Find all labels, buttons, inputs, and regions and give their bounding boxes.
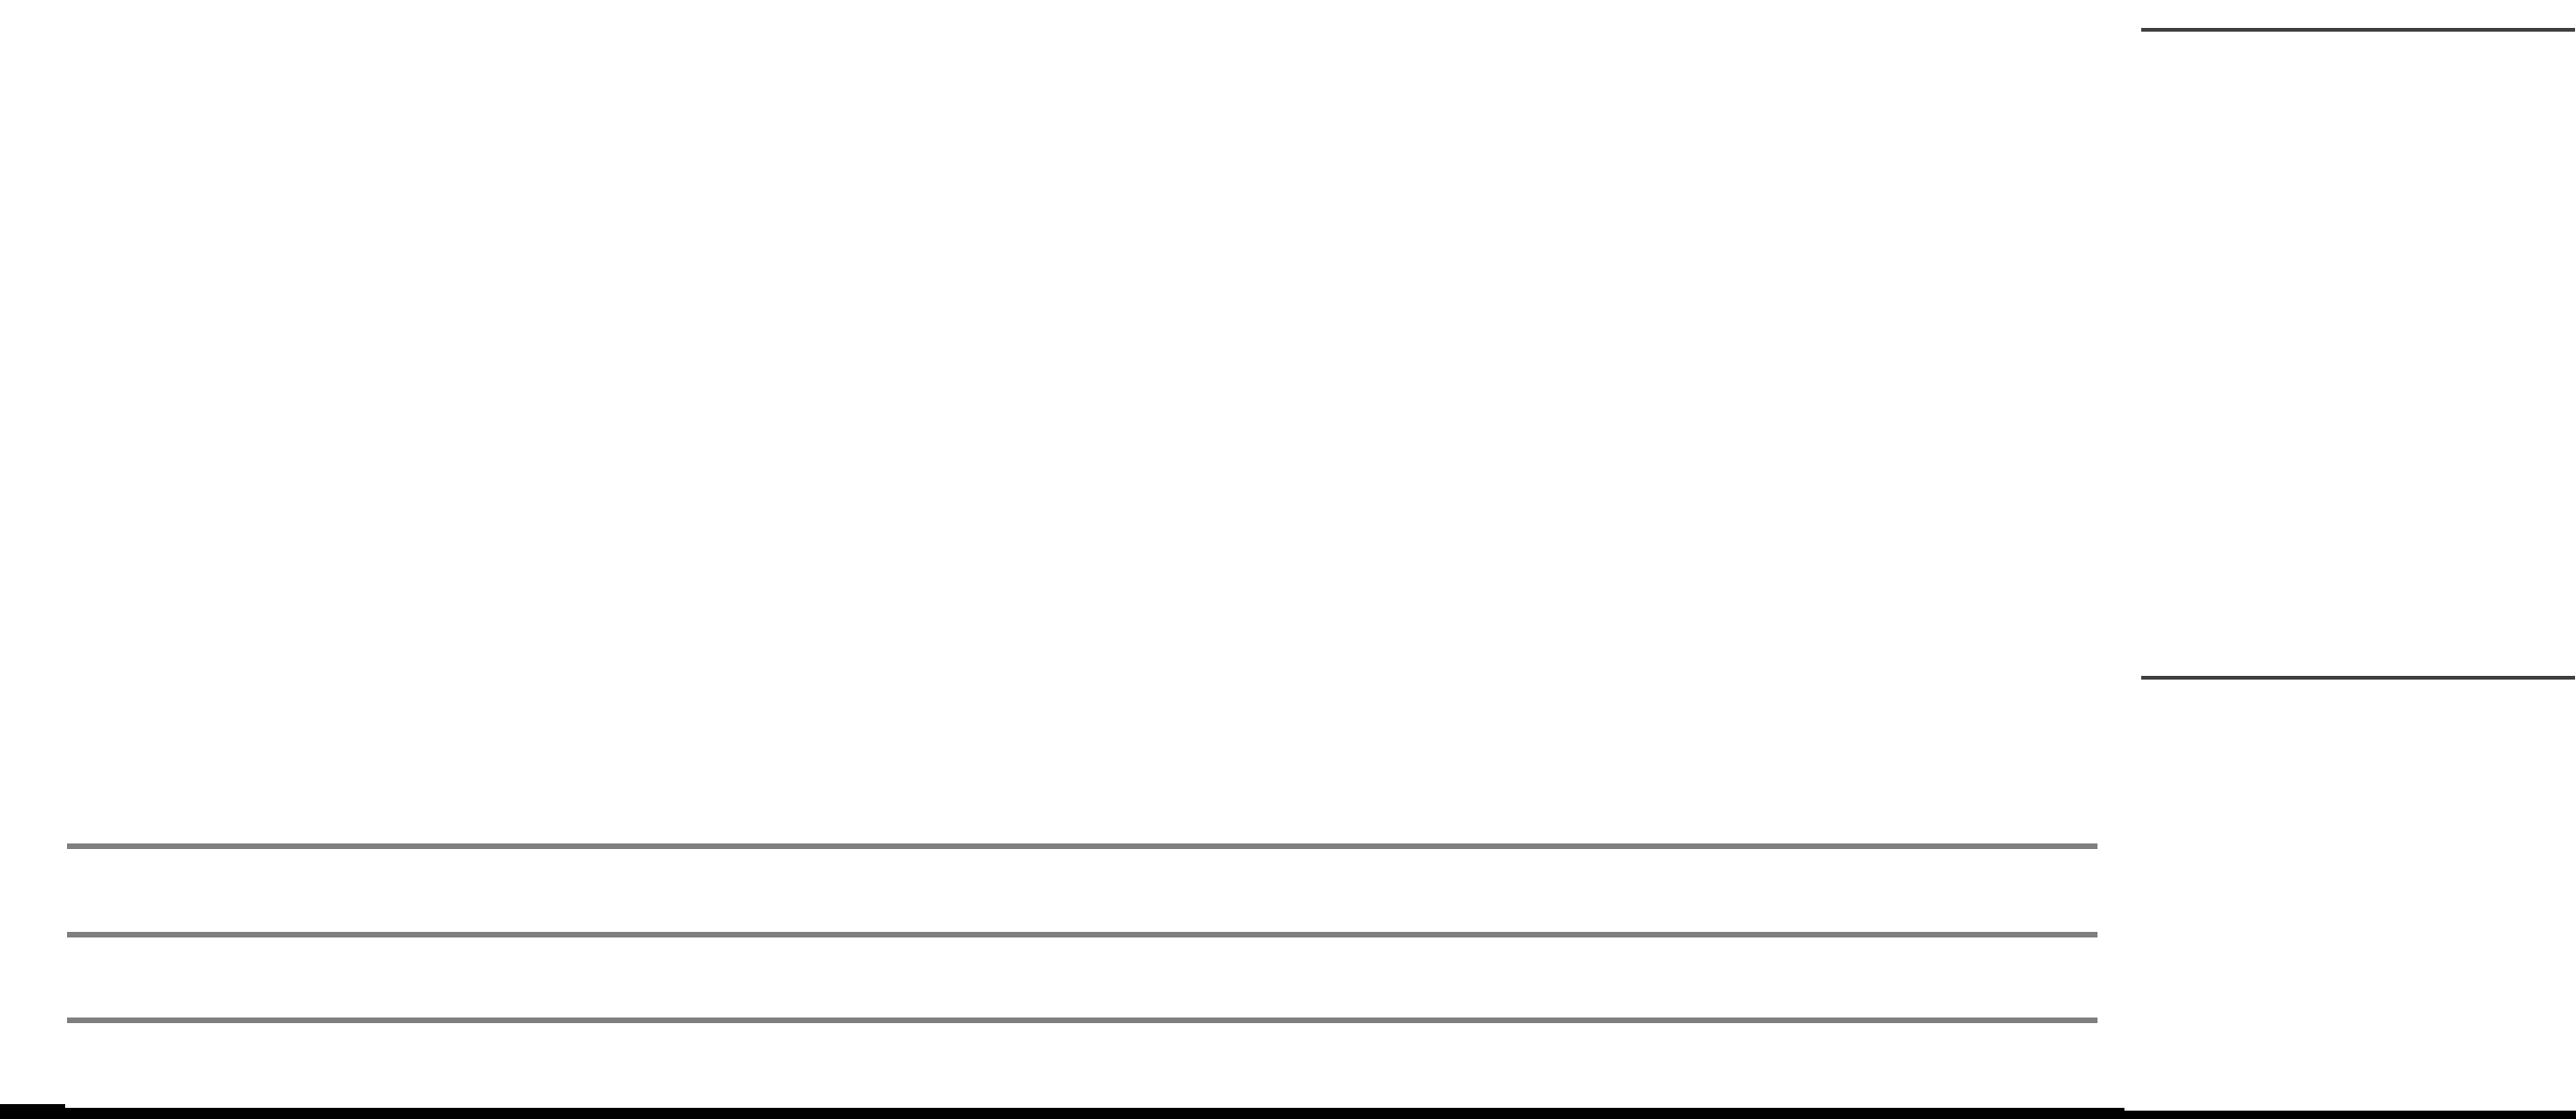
- table-cell: [984, 1023, 1285, 1099]
- row-label: [67, 849, 394, 932]
- table-cell: [1579, 937, 1886, 1018]
- table-cell: [1579, 849, 1886, 932]
- table-cell: [1886, 937, 2097, 1018]
- table-cell: [1886, 849, 2097, 932]
- table-cell: [708, 849, 984, 932]
- column-header-5-year: [1579, 740, 1886, 843]
- y-axis-title: [56, 545, 93, 675]
- legend-item-bottom-quartile: [2141, 380, 2575, 434]
- index-dash-icon: [2141, 136, 2173, 142]
- table-cell: [1285, 849, 1579, 932]
- legend-items: [2141, 45, 2575, 434]
- table-cell: [1579, 1023, 1886, 1099]
- table-cell: [1886, 1023, 2097, 1099]
- table-cell: [984, 937, 1285, 1018]
- table-row-fund: [67, 843, 2097, 932]
- column-header-name: [67, 740, 394, 843]
- legend-bottom-border: [2141, 676, 2575, 680]
- column-header-10-year: [1886, 740, 2097, 843]
- performance-table: [67, 740, 2097, 1099]
- legend-top-border: [2141, 28, 2575, 32]
- legend-item-2nd-quartile: [2141, 246, 2575, 300]
- table-cell: [1285, 1023, 1579, 1099]
- legend-item-fund: [2141, 45, 2575, 99]
- table-cell: [394, 849, 708, 932]
- column-header-3-year: [1285, 740, 1579, 843]
- footer-bar-main: [65, 1108, 2124, 1119]
- table-cell: [394, 937, 708, 1018]
- table-row-category: [67, 1018, 2097, 1099]
- table-cell: [394, 1023, 708, 1099]
- table-cell: [1285, 937, 1579, 1018]
- table-cell: [984, 849, 1285, 932]
- third-quartile-swatch-icon: [2141, 325, 2172, 356]
- footer-bar-right: [2124, 1111, 2576, 1119]
- column-header-1-year: [984, 740, 1285, 843]
- second-quartile-swatch-icon: [2141, 258, 2172, 289]
- row-label: [67, 1023, 394, 1099]
- top-quartile-swatch-icon: [2141, 191, 2172, 222]
- legend-item-top-quartile: [2141, 179, 2575, 233]
- table-header-row: [67, 740, 2097, 843]
- fund-dot-icon: [2141, 56, 2173, 88]
- table-row-index: [67, 932, 2097, 1018]
- footer-bar-left: [0, 1104, 65, 1119]
- column-header-ytd: [708, 740, 984, 843]
- legend-item-index: [2141, 112, 2575, 166]
- table-cell: [708, 937, 984, 1018]
- column-header-1-month: [394, 740, 708, 843]
- row-label: [67, 937, 394, 1018]
- table-cell: [708, 1023, 984, 1099]
- bottom-quartile-swatch-icon: [2141, 392, 2172, 423]
- legend-item-3rd-quartile: [2141, 313, 2575, 367]
